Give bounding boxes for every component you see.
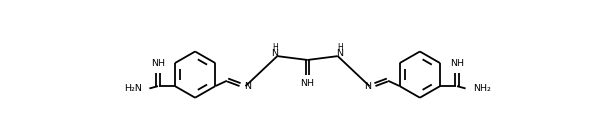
Text: N: N [244, 82, 251, 91]
Text: NH: NH [151, 59, 165, 68]
Text: H: H [337, 43, 343, 52]
Text: H: H [272, 43, 278, 52]
Text: NH: NH [301, 79, 314, 88]
Text: H₂N: H₂N [124, 84, 142, 93]
Text: N: N [271, 49, 278, 58]
Text: NH: NH [450, 59, 464, 68]
Text: NH₂: NH₂ [473, 84, 491, 93]
Text: N: N [364, 82, 371, 91]
Text: N: N [337, 49, 344, 58]
